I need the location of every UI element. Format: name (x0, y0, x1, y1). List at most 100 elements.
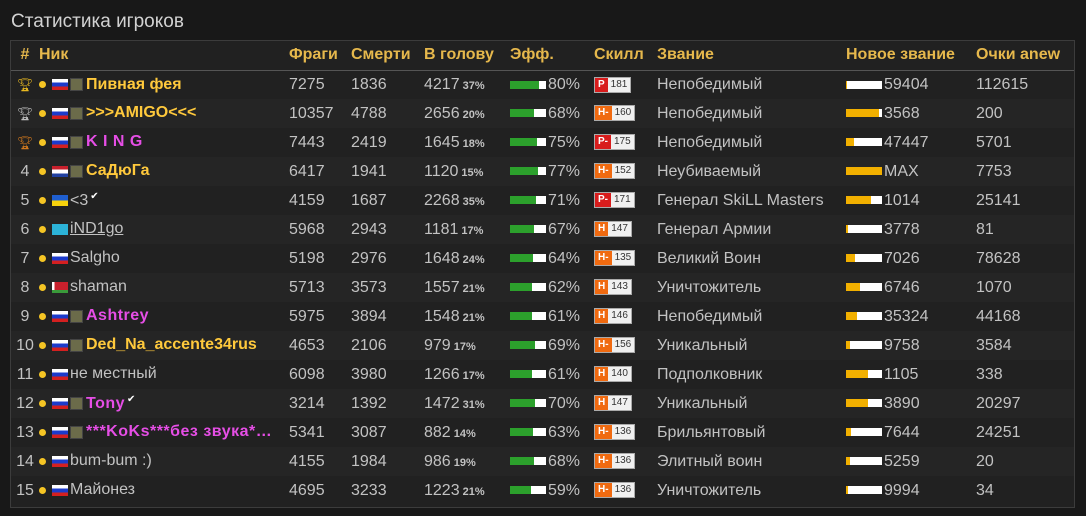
player-nick-link[interactable]: >>>AMIGO<<< (86, 104, 197, 122)
flag-icon (52, 426, 68, 438)
new-rank-cell: 35324 (846, 302, 976, 331)
efficiency-cell: 68% (510, 447, 594, 476)
rank-title-cell: Генерал SkiLL Masters (657, 191, 824, 209)
flag-icon (52, 484, 68, 496)
headshots-cell: 2656 20% (424, 99, 510, 128)
table-row: 4 СаДюГа 6417 1941 1120 15% 77% H- 152 Неу… (11, 157, 1074, 186)
efficiency-cell: 61% (510, 360, 594, 389)
new-rank-cell: 47447 (846, 128, 976, 157)
headshots-value: 2268 (424, 191, 460, 209)
headshots-percent: 17% (462, 369, 485, 382)
anew-points-cell: 5701 (976, 133, 1012, 151)
header-anew-points[interactable]: Очки anew (976, 41, 1074, 71)
rank-title-cell: Великий Воин (657, 249, 761, 267)
player-nick-link[interactable]: Ashtrey (86, 307, 150, 325)
nick-cell: K I N G (39, 128, 289, 157)
skill-badge: H- 152 (594, 163, 636, 180)
rank-number: 6 (20, 220, 30, 238)
frags-cell: 4653 (289, 336, 325, 354)
new-rank-cell: 7026 (846, 244, 976, 273)
rank-number: 5 (20, 191, 30, 209)
skill-value: 147 (611, 397, 628, 409)
efficiency-cell: 63% (510, 418, 594, 447)
deaths-cell: 1941 (351, 162, 387, 180)
rank-number: 7 (20, 249, 30, 267)
player-nick-link[interactable]: ***KoKs***без звука*… (86, 423, 273, 441)
player-nick-link[interactable]: СаДюГа (86, 162, 150, 180)
player-nick-link[interactable]: <3 (70, 191, 89, 209)
headshots-cell: 1648 24% (424, 244, 510, 273)
skill-value: 136 (614, 426, 632, 438)
rank-title-cell: Непобедимый (657, 133, 763, 151)
headshots-percent: 20% (462, 108, 485, 121)
efficiency-value: 63% (548, 423, 581, 441)
headshots-value: 1648 (424, 249, 460, 267)
header-rank-title[interactable]: Звание (657, 41, 846, 71)
efficiency-bar (510, 428, 546, 437)
header-skill[interactable]: Скилл (594, 41, 657, 71)
headshots-cell: 1557 21% (424, 273, 510, 302)
deaths-cell: 3980 (351, 365, 387, 383)
header-efficiency[interactable]: Эфф. (510, 41, 594, 71)
player-nick-link[interactable]: Майонез (70, 481, 135, 499)
player-nick-link[interactable]: iND1go (70, 220, 124, 238)
new-rank-value: 9758 (884, 336, 920, 354)
deaths-cell: 3573 (351, 278, 387, 296)
header-rank[interactable]: # (11, 41, 39, 71)
flag-icon (52, 455, 68, 467)
efficiency-cell: 75% (510, 128, 594, 157)
trophy-icon: 🏆︎ (16, 76, 34, 92)
new-rank-cell: 7644 (846, 418, 976, 447)
player-nick-link[interactable]: Пивная фея (86, 75, 182, 93)
skill-value: 140 (611, 368, 628, 380)
anew-points-cell: 20297 (976, 394, 1021, 412)
skill-value: 171 (614, 194, 631, 206)
anew-points-cell: 1070 (976, 278, 1012, 296)
player-nick-link[interactable]: не местный (70, 365, 157, 383)
header-frags[interactable]: Фраги (289, 41, 351, 71)
nick-cell: Tony ✔ (39, 389, 289, 418)
nick-cell: <3 ✔ (39, 186, 289, 215)
header-nick[interactable]: Ник (39, 41, 289, 71)
new-rank-value: 6746 (884, 278, 920, 296)
deaths-cell: 2419 (351, 133, 387, 151)
player-nick-link[interactable]: shaman (70, 278, 127, 296)
table-header-row: # Ник Фраги Смерти В голову Эфф. Скилл З… (11, 41, 1074, 71)
rank-cell: 6 (11, 215, 39, 244)
skill-badge: H 147 (594, 395, 632, 412)
efficiency-value: 61% (548, 307, 581, 325)
skill-value: 175 (614, 136, 631, 148)
headshots-value: 1223 (424, 481, 460, 499)
rank-cell: 8 (11, 273, 39, 302)
frags-cell: 4155 (289, 452, 325, 470)
player-nick-link[interactable]: Tony (86, 394, 126, 412)
player-nick-link[interactable]: bum-bum :) (70, 452, 152, 470)
player-nick-link[interactable]: Salgho (70, 249, 120, 267)
skill-value: 152 (614, 165, 632, 177)
header-headshots[interactable]: В голову (424, 41, 510, 71)
new-rank-value: 35324 (884, 307, 929, 325)
efficiency-bar (510, 486, 546, 495)
skill-badge: H- 156 (594, 337, 636, 354)
player-nick-link[interactable]: Ded_Na_accente34rus (86, 336, 257, 354)
status-dot-icon (39, 254, 46, 262)
player-nick-link[interactable]: K I N G (86, 133, 143, 151)
avatar (70, 309, 83, 323)
header-new-rank[interactable]: Новое звание (846, 41, 976, 71)
status-dot-icon (39, 341, 46, 349)
skill-badge: H 146 (594, 308, 632, 325)
headshots-percent: 19% (453, 456, 476, 469)
headshots-value: 1548 (424, 307, 460, 325)
flag-icon (52, 368, 68, 380)
efficiency-value: 71% (548, 191, 581, 209)
table-row: 7 Salgho 5198 2976 1648 24% 64% H- 135 Вел… (11, 244, 1074, 273)
skill-cell: H- 136 (594, 447, 657, 476)
rank-title-cell: Брильянтовый (657, 423, 766, 441)
headshots-cell: 1645 18% (424, 128, 510, 157)
stats-table-frame: # Ник Фраги Смерти В голову Эфф. Скилл З… (10, 40, 1075, 508)
flag-icon (52, 281, 68, 293)
frags-cell: 5341 (289, 423, 325, 441)
anew-points-cell: 34 (976, 481, 994, 499)
header-deaths[interactable]: Смерти (351, 41, 424, 71)
frags-cell: 7275 (289, 75, 325, 93)
